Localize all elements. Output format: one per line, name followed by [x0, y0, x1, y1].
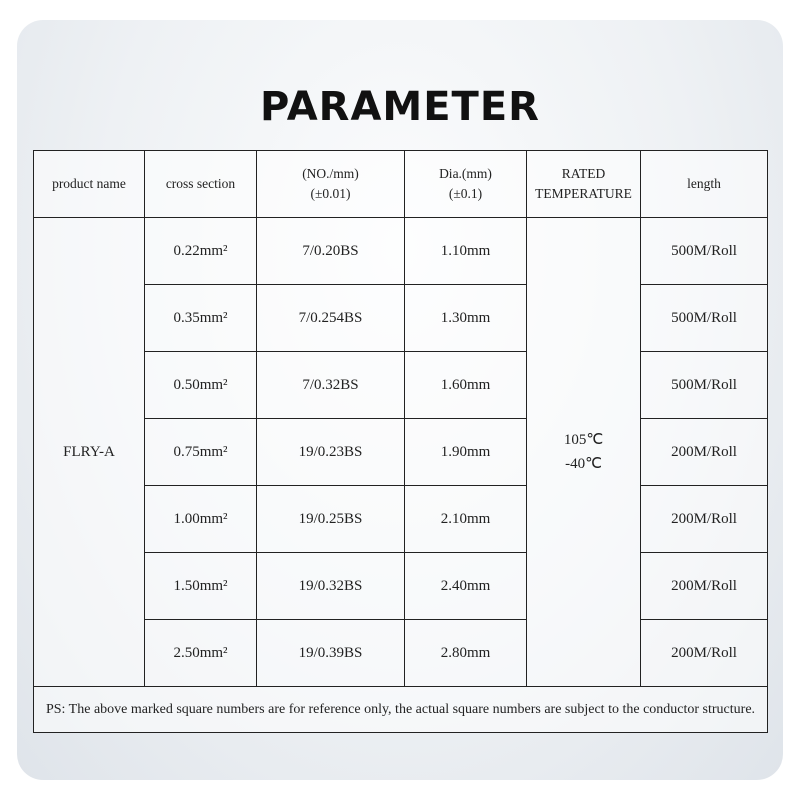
diameter-cell: 2.40mm: [404, 552, 527, 620]
product-name-cell: FLRY-A: [33, 217, 145, 687]
table-row: FLRY-A 0.22mm² 7/0.20BS 1.10mm 105℃ -40℃ 500M/…: [33, 217, 768, 687]
length-cell: 500M/Roll: [640, 284, 768, 352]
note-row: PS: The above marked square numbers are …: [33, 686, 768, 733]
cross-section-cell: 0.22mm²: [144, 217, 257, 285]
parameter-table: product name cross section (NO./mm) (±0.0…: [33, 150, 768, 733]
diameter-cell: 1.90mm: [404, 418, 527, 486]
header-temp-line1: RATED: [561, 166, 606, 181]
header-diameter: Dia.(mm) (±0.1): [404, 150, 527, 218]
diameter-cell: 2.10mm: [404, 485, 527, 553]
cross-section-cell: 0.35mm²: [144, 284, 257, 352]
length-cell: 200M/Roll: [640, 552, 768, 620]
cross-section-cell: 1.00mm²: [144, 485, 257, 553]
header-cross-section: cross section: [144, 150, 257, 218]
note-text: PS: The above marked square numbers are …: [33, 686, 768, 733]
length-cell: 200M/Roll: [640, 418, 768, 486]
strand-cell: 19/0.39BS: [256, 619, 405, 687]
table-row: 0.50mm² 7/0.32BS 1.60mm 500M/Roll: [34, 351, 768, 419]
cross-section-cell: 0.75mm²: [144, 418, 257, 486]
strand-cell: 19/0.25BS: [256, 485, 405, 553]
strand-cell: 7/0.32BS: [256, 351, 405, 419]
cross-section-cell: 1.50mm²: [144, 552, 257, 620]
table-row: 1.00mm² 19/0.25BS 2.10mm 200M/Roll: [34, 485, 768, 553]
strand-cell: 19/0.23BS: [256, 418, 405, 486]
table-row: 0.35mm² 7/0.254BS 1.30mm 500M/Roll: [34, 284, 768, 352]
header-length: length: [640, 150, 768, 218]
diameter-cell: 1.30mm: [404, 284, 527, 352]
temp-max: 105℃: [563, 432, 604, 448]
table-row: 1.50mm² 19/0.32BS 2.40mm 200M/Roll: [34, 552, 768, 620]
header-dia-line2: (±0.1): [448, 186, 483, 201]
diameter-cell: 2.80mm: [404, 619, 527, 687]
strand-cell: 19/0.32BS: [256, 552, 405, 620]
length-cell: 200M/Roll: [640, 619, 768, 687]
table-row: 0.75mm² 19/0.23BS 1.90mm 200M/Roll: [34, 418, 768, 486]
strand-cell: 7/0.254BS: [256, 284, 405, 352]
page-title: PARAMETER: [260, 84, 540, 130]
length-cell: 500M/Roll: [640, 351, 768, 419]
cross-section-cell: 2.50mm²: [144, 619, 257, 687]
header-dia-line1: Dia.(mm): [439, 166, 492, 181]
header-product-name: product name: [33, 150, 145, 218]
temperature-cell: 105℃ -40℃: [526, 217, 641, 687]
temp-min: -40℃: [565, 456, 602, 472]
header-strand: (NO./mm) (±0.01): [256, 150, 405, 218]
length-cell: 200M/Roll: [640, 485, 768, 553]
diameter-cell: 1.10mm: [404, 217, 527, 285]
header-temperature: RATED TEMPERATURE: [526, 150, 641, 218]
header-strand-line1: (NO./mm): [302, 166, 359, 181]
header-temp-line2: TEMPERATURE: [535, 186, 632, 201]
diameter-cell: 1.60mm: [404, 351, 527, 419]
strand-cell: 7/0.20BS: [256, 217, 405, 285]
cross-section-cell: 0.50mm²: [144, 351, 257, 419]
header-row: product name cross section (NO./mm) (±0.0…: [33, 150, 768, 218]
table-row: 2.50mm² 19/0.39BS 2.80mm 200M/Roll: [34, 619, 768, 687]
header-strand-line2: (±0.01): [310, 186, 351, 201]
length-cell: 500M/Roll: [640, 217, 768, 285]
